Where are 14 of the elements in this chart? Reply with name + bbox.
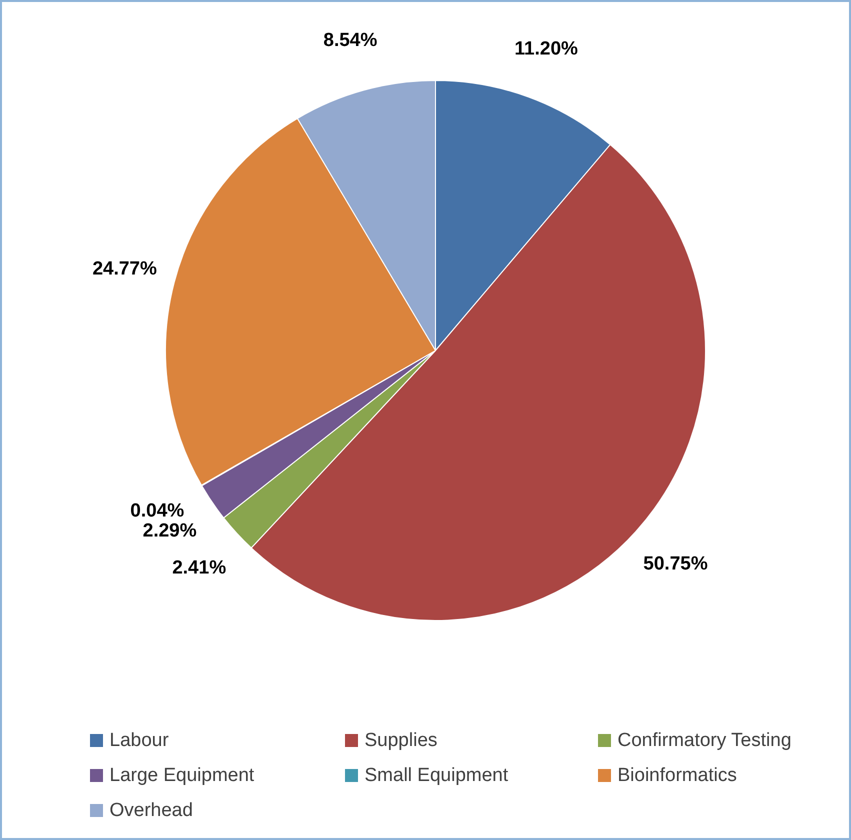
data-label: 50.75% bbox=[643, 554, 708, 575]
data-label: 8.54% bbox=[323, 30, 378, 52]
data-label: 11.20% bbox=[514, 38, 578, 60]
data-label: 0.04% bbox=[130, 500, 184, 522]
data-label: 24.77% bbox=[92, 258, 157, 280]
legend-label: Bioinformatics bbox=[618, 765, 737, 786]
legend-label: Confirmatory Testing bbox=[618, 730, 792, 751]
legend-label: Labour bbox=[110, 730, 170, 751]
legend-label: Overhead bbox=[110, 800, 193, 821]
legend-label: Supplies bbox=[364, 730, 438, 751]
data-label: 2.29% bbox=[142, 520, 197, 542]
legend-label: Large Equipment bbox=[110, 765, 255, 786]
data-label: 2.41% bbox=[172, 558, 226, 579]
legend-label: Small Equipment bbox=[364, 765, 509, 786]
